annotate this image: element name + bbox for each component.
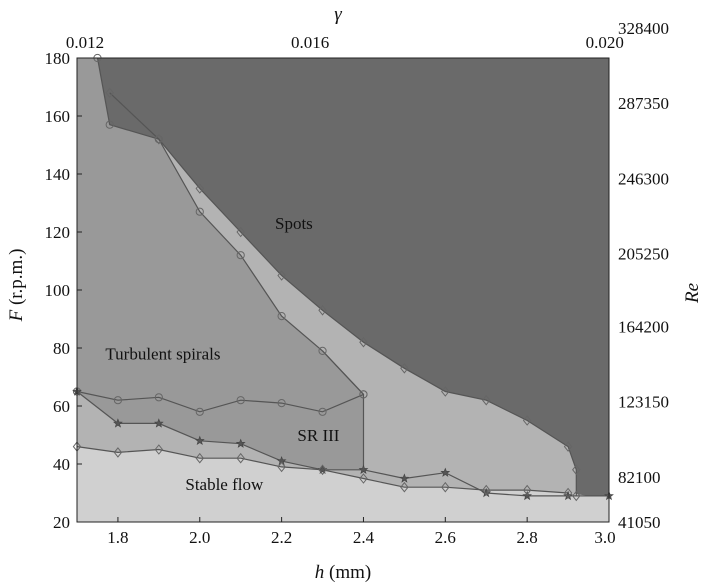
- marker-s5-5: [235, 438, 246, 448]
- top-tick-label: 0.016: [291, 33, 329, 52]
- x-axis-symbol: h: [315, 562, 325, 583]
- marker-s5-2: [113, 418, 123, 428]
- y-tick-label: 40: [53, 455, 70, 474]
- marker-s6-6: [277, 461, 286, 473]
- marker-s1-8: [400, 362, 409, 374]
- marker-s2-2: [105, 120, 114, 129]
- marker-s6-12: [522, 484, 532, 496]
- marker-s1-12: [563, 441, 573, 452]
- marker-s4-7: [318, 407, 327, 416]
- marker-s4-4: [195, 407, 204, 416]
- marker-s5-4: [194, 435, 205, 446]
- y-tick-label: 100: [45, 281, 71, 300]
- marker-s1-2: [154, 133, 164, 145]
- marker-s1-14: [572, 490, 581, 502]
- marker-s1-4: [236, 226, 245, 238]
- marker-s4-5: [236, 396, 245, 405]
- right-tick-label: 205250: [618, 244, 669, 263]
- marker-s1-9: [441, 386, 450, 397]
- x-tick-label: 2.8: [517, 528, 538, 547]
- regions-layer: [77, 58, 609, 522]
- boundary-line-4: [76, 390, 364, 413]
- marker-s6-8: [359, 473, 368, 484]
- y-axis-symbol: F: [6, 309, 27, 322]
- y-axis-title: F (r.p.m.): [6, 249, 27, 323]
- x-axis-title: h (mm): [315, 562, 371, 583]
- ticks-layer: 1.8 2.0 2.2 2.4 2.6 2.8 3.0 20 40 60 80 100 120 140 16…: [45, 19, 670, 547]
- y-tick-label: 20: [53, 513, 70, 532]
- x-tick-label: 2.4: [353, 528, 375, 547]
- region-stable-flow-fill: [77, 446, 609, 522]
- marker-s4-6: [277, 399, 286, 408]
- marker-s6-5: [236, 452, 245, 464]
- marker-s5-9: [399, 473, 410, 483]
- x-tick-label: 2.2: [271, 528, 292, 547]
- marker-s6-11: [481, 484, 491, 496]
- marker-s1-6: [318, 304, 327, 316]
- right-tick-label: 164200: [618, 317, 669, 336]
- region-label-stable-flow: Stable flow: [185, 475, 264, 494]
- marker-s2-5: [236, 251, 245, 260]
- region-label-turbulent-spirals: Turbulent spirals: [105, 345, 220, 364]
- y-tick-label: 180: [45, 49, 71, 68]
- top-tick-label: 0.012: [66, 33, 104, 52]
- right-tick-label: 287350: [618, 94, 669, 113]
- marker-s1-13: [572, 464, 581, 476]
- marker-s1-11: [522, 415, 532, 426]
- marker-s5-8: [358, 464, 369, 475]
- y-tick-label: 120: [45, 223, 71, 242]
- marker-s6-13: [563, 487, 573, 499]
- marker-s6-3: [154, 444, 164, 455]
- region-label-sr-iii: SR III: [297, 426, 339, 445]
- marker-s1-5: [277, 270, 286, 281]
- region-labels-layer: Spots Turbulent spirals SR III Stable flow: [105, 214, 339, 494]
- marker-s1-1: [105, 87, 114, 99]
- region-label-spots: Spots: [275, 214, 313, 233]
- top-axis-title: γ: [334, 4, 342, 25]
- marker-s1-10: [481, 394, 491, 406]
- x-tick-label: 2.6: [435, 528, 456, 547]
- marker-s2-3: [154, 135, 163, 144]
- marker-s6-2: [113, 447, 123, 458]
- right-tick-label: 328400: [618, 19, 669, 38]
- x-tick-label: 3.0: [594, 528, 615, 547]
- marker-s2-6: [277, 312, 286, 321]
- boundary-line-2: [96, 57, 364, 395]
- marker-s5-12: [522, 490, 532, 501]
- marker-s2-7: [318, 346, 327, 355]
- right-tick-label: 82100: [618, 468, 661, 487]
- x-tick-label: 2.0: [189, 528, 210, 547]
- marker-s6-10: [441, 481, 450, 493]
- right-tick-label: 246300: [618, 169, 669, 188]
- marker-s5-3: [154, 418, 164, 428]
- top-tick-label: 0.020: [586, 33, 624, 52]
- marker-s6-4: [195, 452, 205, 464]
- boundary-line-1: [109, 92, 577, 496]
- y-tick-label: 60: [53, 397, 70, 416]
- marker-s2-4: [195, 207, 204, 216]
- right-tick-label: 123150: [618, 393, 669, 412]
- marker-s5-10: [440, 467, 451, 477]
- right-axis-title: Re: [682, 283, 703, 304]
- boundary-line-5: [76, 391, 609, 497]
- marker-s4-8: [359, 390, 368, 399]
- right-tick-label: 41050: [618, 513, 661, 532]
- y-tick-label: 140: [45, 165, 71, 184]
- marker-s4-3: [154, 393, 163, 402]
- region-turbulent-spirals-fill: [77, 58, 364, 470]
- x-axis-unit: (mm): [324, 562, 371, 583]
- marker-s1-3: [195, 183, 205, 194]
- marker-s4-2: [113, 396, 123, 405]
- marker-s6-7: [318, 464, 327, 476]
- marker-s1-7: [359, 336, 368, 348]
- y-tick-label: 80: [53, 339, 70, 358]
- x-tick-label: 1.8: [107, 528, 128, 547]
- y-axis-unit: (r.p.m.): [6, 249, 27, 310]
- y-tick-label: 160: [45, 107, 71, 126]
- marker-s6-9: [400, 481, 409, 493]
